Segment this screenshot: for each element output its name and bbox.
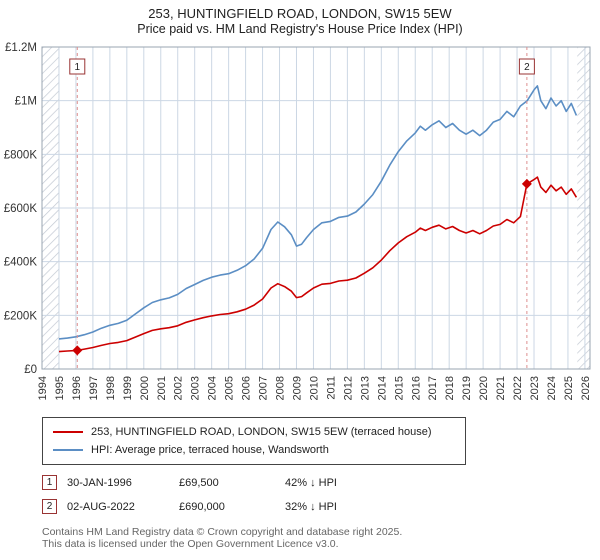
x-axis-label: 2022 [512,376,524,400]
copyright-footer: Contains HM Land Registry data © Crown c… [42,526,600,550]
series-line-property [58,176,578,353]
x-axis-label: 2000 [139,376,151,400]
y-axis-label: £0 [24,364,37,376]
sale-1-number: 1 [75,62,81,73]
x-axis-label: 2006 [241,376,253,400]
sale-row-1: 1 30-JAN-1996 £69,500 42% ↓ HPI [42,475,600,490]
y-axis-label: £1M [15,96,37,108]
x-axis-label: 1995 [54,376,66,400]
legend-label-property: 253, HUNTINGFIELD ROAD, LONDON, SW15 5EW… [91,426,432,438]
footer-line-2: This data is licensed under the Open Gov… [42,538,339,550]
sale-1-price: £69,500 [179,476,219,489]
legend-line-property [53,431,83,433]
legend-item-property: 253, HUNTINGFIELD ROAD, LONDON, SW15 5EW… [53,423,455,441]
x-axis-label: 2012 [342,376,354,400]
legend-line-hpi [53,449,83,451]
x-axis-label: 2025 [563,376,575,400]
x-axis-label: 2010 [308,376,320,400]
x-axis-label: 2023 [529,376,541,400]
x-axis-label: 2001 [156,376,168,400]
sale-1-hpi-diff: 42% ↓ HPI [285,476,337,489]
x-axis-label: 2002 [173,376,185,400]
x-axis-label: 2013 [359,376,371,400]
price-history-chart: 1 2 £0 £200K £400K £600K £800K £1M £1.2M 1994 1995… [4,42,592,400]
x-axis-label: 2015 [393,376,405,400]
y-axis-label: £800K [4,149,38,161]
x-axis-label: 2007 [258,376,270,400]
x-axis-label: 1996 [71,376,83,400]
sale-2-number-box [518,58,535,75]
x-axis-label: 2008 [275,376,287,400]
x-axis-label: 2011 [325,376,337,400]
legend-label-hpi: HPI: Average price, terraced house, Wand… [91,444,329,456]
x-axis-label: 2017 [427,376,439,400]
x-axis-label: 2021 [495,376,507,400]
sale-row-2: 2 02-AUG-2022 £690,000 32% ↓ HPI [42,499,600,514]
x-axis-label: 2018 [444,376,456,400]
sale-1-point [72,345,83,356]
x-axis-label: 2026 [580,376,592,400]
chart-legend: 253, HUNTINGFIELD ROAD, LONDON, SW15 5EW… [42,417,466,465]
page-subtitle: Price paid vs. HM Land Registry's House … [137,22,463,36]
x-axis-label: 2020 [478,376,490,400]
plot-border [41,46,591,370]
x-axis-label: 1999 [122,376,134,400]
x-axis-label: 2009 [291,376,303,400]
y-axis-label: £400K [4,257,38,269]
x-axis-label: 1997 [88,376,100,400]
x-axis-label: 2024 [546,376,558,400]
x-axis-label: 1998 [105,376,117,400]
x-axis-label: 2003 [190,376,202,400]
y-axis-label: £1.2M [5,42,37,54]
x-axis-label: 2014 [376,376,388,400]
sale-2-number: 2 [524,62,530,73]
sales-table: 1 30-JAN-1996 £69,500 42% ↓ HPI 2 02-AUG… [42,475,600,514]
page-title: 253, HUNTINGFIELD ROAD, LONDON, SW15 5EW [148,6,452,21]
legend-item-hpi: HPI: Average price, terraced house, Wand… [53,441,455,459]
sale-2-point [521,178,532,189]
y-axis-label: £600K [4,203,38,215]
sale-1-marker: 1 [42,475,57,490]
x-axis-label: 2004 [207,376,219,400]
sale-1-date: 30-JAN-1996 [67,476,132,489]
x-axis-label: 1994 [37,376,49,400]
sale-2-date: 02-AUG-2022 [67,500,135,513]
y-axis-label: £200K [4,310,38,322]
series-line-hpi [58,85,578,340]
x-axis-label: 2019 [461,376,473,400]
sale-1-number-box [69,58,86,75]
sale-2-hpi-diff: 32% ↓ HPI [285,500,337,513]
sale-2-marker: 2 [42,499,57,514]
x-axis-label: 2016 [410,376,422,400]
x-axis-label: 2005 [224,376,236,400]
sale-2-price: £690,000 [179,500,225,513]
footer-line-1: Contains HM Land Registry data © Crown c… [42,526,403,538]
